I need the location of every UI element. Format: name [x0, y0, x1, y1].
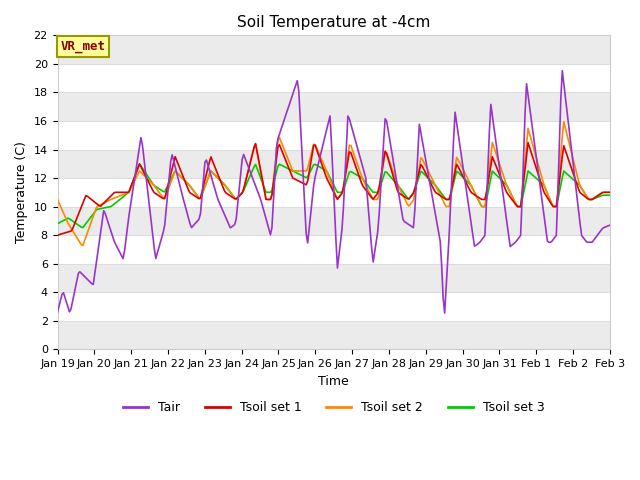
Tsoil set 3 — [147, 179, 155, 184]
Tair — [54, 309, 61, 315]
Tsoil set 2 — [54, 197, 61, 203]
Bar — [58, 321, 610, 349]
Bar — [58, 292, 610, 321]
Tsoil set 3 — [243, 181, 250, 187]
Tsoil set 1 — [54, 232, 61, 238]
Tsoil set 1 — [240, 186, 248, 192]
Title: Soil Temperature at -4cm: Soil Temperature at -4cm — [237, 15, 431, 30]
Tair — [335, 252, 343, 258]
Line: Tair: Tair — [58, 71, 610, 313]
Tsoil set 2 — [79, 243, 86, 249]
Tsoil set 1 — [606, 190, 614, 195]
Tsoil set 2 — [241, 180, 249, 186]
Tair — [460, 171, 468, 177]
Legend: Tair, Tsoil set 1, Tsoil set 2, Tsoil set 3: Tair, Tsoil set 1, Tsoil set 2, Tsoil se… — [118, 396, 550, 420]
Tsoil set 2 — [337, 192, 344, 198]
Bar — [58, 93, 610, 121]
Tair — [145, 194, 152, 200]
Tsoil set 2 — [606, 190, 614, 195]
Tsoil set 1 — [124, 190, 131, 195]
Tsoil set 3 — [606, 192, 614, 198]
Tsoil set 1 — [459, 173, 467, 179]
Bar — [58, 64, 610, 93]
Line: Tsoil set 2: Tsoil set 2 — [58, 121, 610, 246]
Bar — [58, 178, 610, 206]
Tsoil set 2 — [460, 168, 468, 174]
Tsoil set 1 — [596, 192, 604, 197]
Bar — [58, 235, 610, 264]
Bar — [58, 121, 610, 149]
Tair — [559, 68, 566, 73]
Tsoil set 3 — [597, 193, 605, 199]
Bar — [58, 149, 610, 178]
Tsoil set 3 — [338, 190, 346, 195]
Bar — [58, 206, 610, 235]
Line: Tsoil set 1: Tsoil set 1 — [58, 143, 610, 235]
Tair — [124, 224, 131, 230]
Tsoil set 3 — [461, 177, 469, 182]
Tsoil set 2 — [125, 189, 133, 195]
Tsoil set 3 — [54, 221, 61, 227]
Tsoil set 1 — [335, 194, 343, 200]
Y-axis label: Temperature (C): Temperature (C) — [15, 142, 28, 243]
Tair — [441, 310, 449, 316]
Tsoil set 1 — [145, 179, 152, 184]
Tair — [240, 152, 248, 157]
Tsoil set 2 — [560, 119, 568, 124]
Text: VR_met: VR_met — [60, 40, 106, 53]
Tsoil set 3 — [125, 189, 133, 195]
Bar — [58, 36, 610, 64]
Tair — [606, 222, 614, 228]
X-axis label: Time: Time — [318, 374, 349, 387]
Tsoil set 1 — [524, 140, 532, 145]
Line: Tsoil set 3: Tsoil set 3 — [58, 164, 610, 228]
Bar — [58, 264, 610, 292]
Tsoil set 3 — [79, 225, 86, 230]
Tsoil set 2 — [146, 179, 154, 184]
Tsoil set 2 — [597, 191, 605, 196]
Tsoil set 3 — [136, 161, 143, 167]
Tair — [597, 228, 605, 233]
